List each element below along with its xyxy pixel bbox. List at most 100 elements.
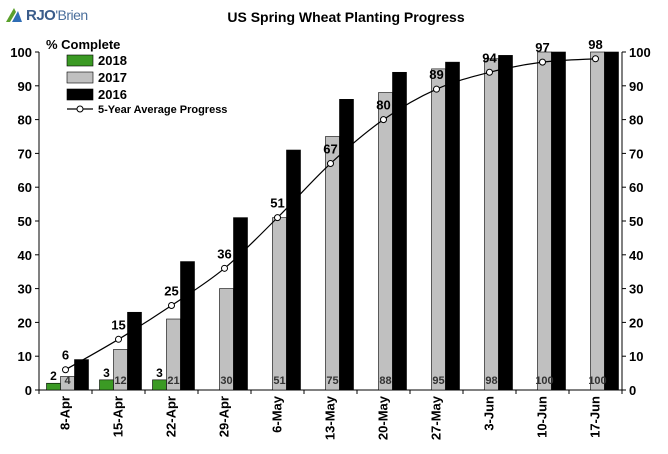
y-tick-label-right: 0 xyxy=(629,383,636,398)
average-point xyxy=(62,366,69,374)
bar-2016 xyxy=(286,149,301,391)
y-tick-label-left: 50 xyxy=(18,214,32,229)
chart-axes: 0 0 10 10 20 20 30 30 40 40 50 50 60 60 70 70 80 80 90 90 10… xyxy=(10,37,650,440)
y-tick-label-left: 10 xyxy=(18,349,32,364)
x-tick-label: 6-May xyxy=(270,395,285,433)
data-label-2017: 100 xyxy=(535,375,553,387)
y-tick-label-left: 20 xyxy=(18,315,32,330)
bar-2018 xyxy=(152,379,167,391)
bar-2016 xyxy=(551,51,566,391)
average-point xyxy=(380,116,387,124)
bar-2016 xyxy=(74,359,89,391)
bar-2017 xyxy=(431,68,446,391)
x-tick-label: 27-May xyxy=(429,395,444,440)
bar-2017 xyxy=(590,51,605,391)
legend-label-2016: 2016 xyxy=(98,87,127,102)
y-tick-label-right: 50 xyxy=(629,214,643,229)
legend-label-average: 5-Year Average Progress xyxy=(98,104,227,116)
x-tick-label: 29-Apr xyxy=(217,396,232,437)
data-label-2018: 3 xyxy=(156,366,163,380)
average-line xyxy=(62,55,599,374)
legend-label-2018: 2018 xyxy=(98,53,127,68)
data-labels: 2 3 3 4 12 21 30 51 75 88 95 98 100 100 6 15 25 36 51 67 80 8… xyxy=(50,37,607,387)
bar-2017 xyxy=(484,58,499,391)
data-label-2018: 2 xyxy=(50,369,57,383)
bar-2017 xyxy=(537,51,552,391)
y-tick-label-left: 100 xyxy=(10,45,32,60)
x-tick-label: 22-Apr xyxy=(164,396,179,437)
data-label-average: 6 xyxy=(62,348,69,363)
x-tick-label: 3-Jun xyxy=(482,396,497,431)
data-label-2017: 30 xyxy=(220,375,232,387)
data-label-average: 89 xyxy=(429,67,443,82)
data-label-2017: 21 xyxy=(167,375,179,387)
chart-bars xyxy=(46,51,619,391)
x-tick-label: 20-May xyxy=(376,395,391,440)
bar-2017 xyxy=(325,136,340,391)
average-point xyxy=(327,160,334,168)
x-tick-label: 15-Apr xyxy=(111,396,126,437)
brand-name: RJO'Brien xyxy=(26,6,88,24)
y-tick-label-left: 80 xyxy=(18,113,32,128)
data-label-average: 51 xyxy=(270,196,284,211)
bar-2016 xyxy=(498,55,513,391)
bar-2016 xyxy=(339,99,354,391)
bar-2018 xyxy=(46,382,61,391)
y-tick-label-left: 60 xyxy=(18,180,32,195)
data-label-average: 15 xyxy=(111,317,125,332)
bar-2017 xyxy=(272,217,287,391)
data-label-2018: 3 xyxy=(103,366,110,380)
average-point xyxy=(539,58,546,66)
rjo-brien-leaf-logo-icon xyxy=(4,6,24,24)
legend-swatch-2018 xyxy=(66,54,94,67)
data-label-2017: 100 xyxy=(588,375,606,387)
y-axis-title: % Complete xyxy=(46,37,120,52)
data-label-2017: 95 xyxy=(432,375,444,387)
y-tick-label-left: 90 xyxy=(18,79,32,94)
brand-logo: RJO'Brien xyxy=(4,5,88,25)
y-tick-label-right: 80 xyxy=(629,113,643,128)
bar-2016 xyxy=(127,311,142,391)
data-label-average: 97 xyxy=(535,40,549,55)
bar-2016 xyxy=(445,61,460,391)
data-label-average: 25 xyxy=(164,284,178,299)
y-tick-label-left: 0 xyxy=(25,383,32,398)
y-tick-label-left: 30 xyxy=(18,282,32,297)
y-tick-label-left: 70 xyxy=(18,146,32,161)
data-label-2017: 98 xyxy=(485,375,497,387)
y-tick-label-right: 20 xyxy=(629,315,643,330)
data-label-average: 94 xyxy=(482,50,497,65)
y-tick-label-right: 30 xyxy=(629,282,643,297)
y-tick-label-right: 90 xyxy=(629,79,643,94)
bar-2016 xyxy=(180,261,195,391)
legend-marker-average xyxy=(76,105,84,113)
data-label-2017: 12 xyxy=(114,375,126,387)
data-label-2017: 4 xyxy=(64,375,71,387)
x-tick-label: 10-Jun xyxy=(535,396,550,438)
average-point xyxy=(433,85,440,93)
bar-2016 xyxy=(604,51,619,391)
bar-2017 xyxy=(378,92,393,391)
chart-title: US Spring Wheat Planting Progress xyxy=(227,9,464,25)
data-label-2017: 75 xyxy=(326,375,338,387)
bar-2016 xyxy=(392,71,407,391)
y-tick-label-right: 10 xyxy=(629,349,643,364)
legend-swatch-2016 xyxy=(66,88,94,101)
chart-legend: 2018 2017 2016 5-Year Average Progress xyxy=(66,53,227,116)
x-tick-label: 17-Jun xyxy=(588,396,603,438)
data-label-2017: 88 xyxy=(379,375,391,387)
average-point xyxy=(221,264,228,272)
data-label-average: 36 xyxy=(217,246,231,261)
data-label-average: 80 xyxy=(376,98,390,113)
y-tick-label-right: 40 xyxy=(629,248,643,263)
average-point xyxy=(592,55,599,63)
y-tick-label-right: 70 xyxy=(629,146,643,161)
y-tick-label-right: 60 xyxy=(629,180,643,195)
data-label-2017: 51 xyxy=(273,375,285,387)
y-tick-label-left: 40 xyxy=(18,248,32,263)
x-tick-label: 13-May xyxy=(323,395,338,440)
data-label-average: 98 xyxy=(588,37,602,52)
bar-2018 xyxy=(99,379,114,391)
average-point xyxy=(274,214,281,222)
